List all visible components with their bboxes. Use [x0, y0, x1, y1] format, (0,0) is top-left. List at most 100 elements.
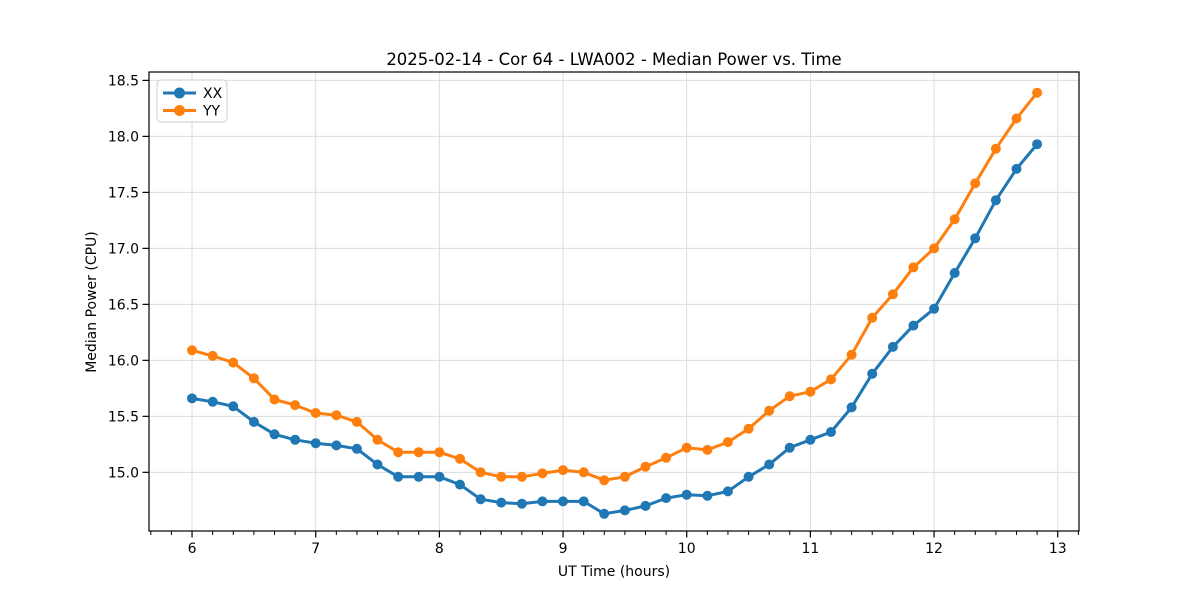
series-xx-point: [784, 442, 795, 453]
y-axis-tick-label: 18.5: [108, 73, 139, 89]
legend-marker: [174, 87, 185, 99]
series-xx-point: [372, 459, 383, 470]
series-xx-point: [290, 434, 301, 445]
series-yy-point: [681, 442, 692, 453]
x-axis-tick-label: 7: [311, 541, 320, 557]
series-xx-point: [310, 438, 321, 449]
series-yy-point: [619, 471, 630, 482]
series-xx-point: [1032, 139, 1043, 150]
chart-title: 2025-02-14 - Cor 64 - LWA002 - Median Po…: [386, 50, 841, 69]
y-axis-tick-label: 17.5: [108, 185, 139, 201]
series-xx-point: [475, 494, 486, 505]
series-xx-point: [516, 498, 527, 509]
series-yy-point: [949, 214, 960, 225]
series-yy-point: [722, 437, 733, 448]
x-axis-tick-label: 12: [925, 541, 943, 557]
series-xx-point: [887, 341, 898, 352]
series-yy-point: [970, 178, 981, 189]
series-xx-point: [599, 508, 610, 519]
series-yy-point: [434, 447, 445, 458]
y-axis-tick-label: 18.0: [108, 129, 139, 145]
series-yy-point: [187, 345, 197, 356]
series-yy-point: [269, 394, 280, 405]
series-yy-point: [578, 467, 589, 478]
series-xx-point: [1011, 163, 1022, 174]
y-axis-label: Median Power (CPU): [84, 231, 100, 373]
series-xx-point: [805, 434, 816, 445]
series-xx-point: [949, 268, 960, 278]
legend: XX YY: [156, 79, 228, 123]
series-yy-point: [743, 423, 754, 434]
series-yy-point: [826, 374, 836, 385]
series-yy-point: [908, 262, 919, 273]
series-xx-point: [351, 443, 362, 454]
series-yy-point: [990, 143, 1001, 154]
legend-label: YY: [202, 104, 221, 120]
plot-area-border: [148, 71, 1080, 532]
x-axis-tick-label: 6: [188, 541, 197, 557]
series-yy-point: [640, 461, 651, 472]
series-yy-point: [1011, 113, 1022, 124]
series-yy-point: [599, 475, 610, 486]
series-yy-point: [310, 408, 321, 418]
x-axis-tick-label: 10: [678, 541, 696, 557]
series-yy-point: [929, 243, 940, 254]
series-yy-point: [393, 447, 404, 458]
series-xx-point: [331, 440, 342, 451]
y-axis-tick-label: 16.5: [108, 297, 139, 313]
series-yy-point: [496, 471, 507, 482]
series-yy-point: [867, 312, 878, 323]
series-xx-point: [908, 320, 919, 331]
x-axis-tick-label: 11: [801, 541, 819, 557]
y-axis-tick-label: 16.0: [108, 353, 139, 369]
series-xx-point: [846, 402, 857, 413]
series-xx-point: [702, 490, 713, 501]
series-yy-point: [290, 400, 301, 411]
legend-item-yy: YY: [163, 104, 221, 120]
series-yy-point: [413, 447, 424, 458]
x-axis-tick-label: 9: [559, 541, 568, 557]
y-axis-tick-label: 17.0: [108, 241, 139, 257]
series-layer: [187, 87, 1043, 519]
series-xx-point: [228, 401, 239, 412]
series-yy-point: [372, 434, 383, 445]
series-yy-point: [331, 410, 342, 421]
grid-layer: [149, 72, 1079, 531]
series-yy-point: [558, 465, 568, 476]
series-xx-point: [826, 427, 836, 437]
series-yy-point: [702, 444, 713, 455]
series-xx-point: [619, 505, 630, 516]
legend-marker: [174, 105, 185, 116]
series-yy-point: [846, 349, 857, 360]
x-axis-tick-label: 8: [435, 541, 444, 557]
series-xx-point: [640, 500, 651, 511]
series-xx-point: [970, 233, 981, 244]
series-xx-point: [990, 195, 1001, 206]
series-xx-point: [455, 479, 465, 490]
y-axis-tick-label: 15.5: [108, 409, 139, 425]
x-axis-tick-label: 13: [1049, 541, 1067, 557]
series-xx-point: [187, 393, 197, 404]
series-xx-point: [929, 303, 940, 314]
series-xx-point: [207, 396, 218, 407]
series-xx-point: [743, 471, 754, 482]
series-yy-point: [351, 416, 362, 427]
series-xx-point: [867, 368, 878, 379]
series-yy-point: [248, 373, 259, 384]
series-xx-point: [558, 496, 568, 507]
axes-layer: 6 7 8 9 10 11 12 13 15.0 15.5 16.0 16.5 17.0 17.5 18.0…: [108, 71, 1080, 557]
series-xx-point: [661, 493, 672, 504]
legend-label: XX: [203, 86, 223, 102]
series-xx-point: [537, 496, 548, 507]
series-xx-point: [413, 471, 424, 482]
series-xx-point: [248, 416, 259, 427]
series-xx-point: [269, 429, 280, 440]
series-yy-point: [207, 350, 218, 361]
series-yy-point: [516, 471, 527, 482]
series-yy-point: [764, 405, 775, 416]
y-axis-tick-label: 15.0: [108, 465, 139, 481]
x-axis-label: UT Time (hours): [558, 564, 670, 580]
series-yy-point: [805, 386, 816, 397]
